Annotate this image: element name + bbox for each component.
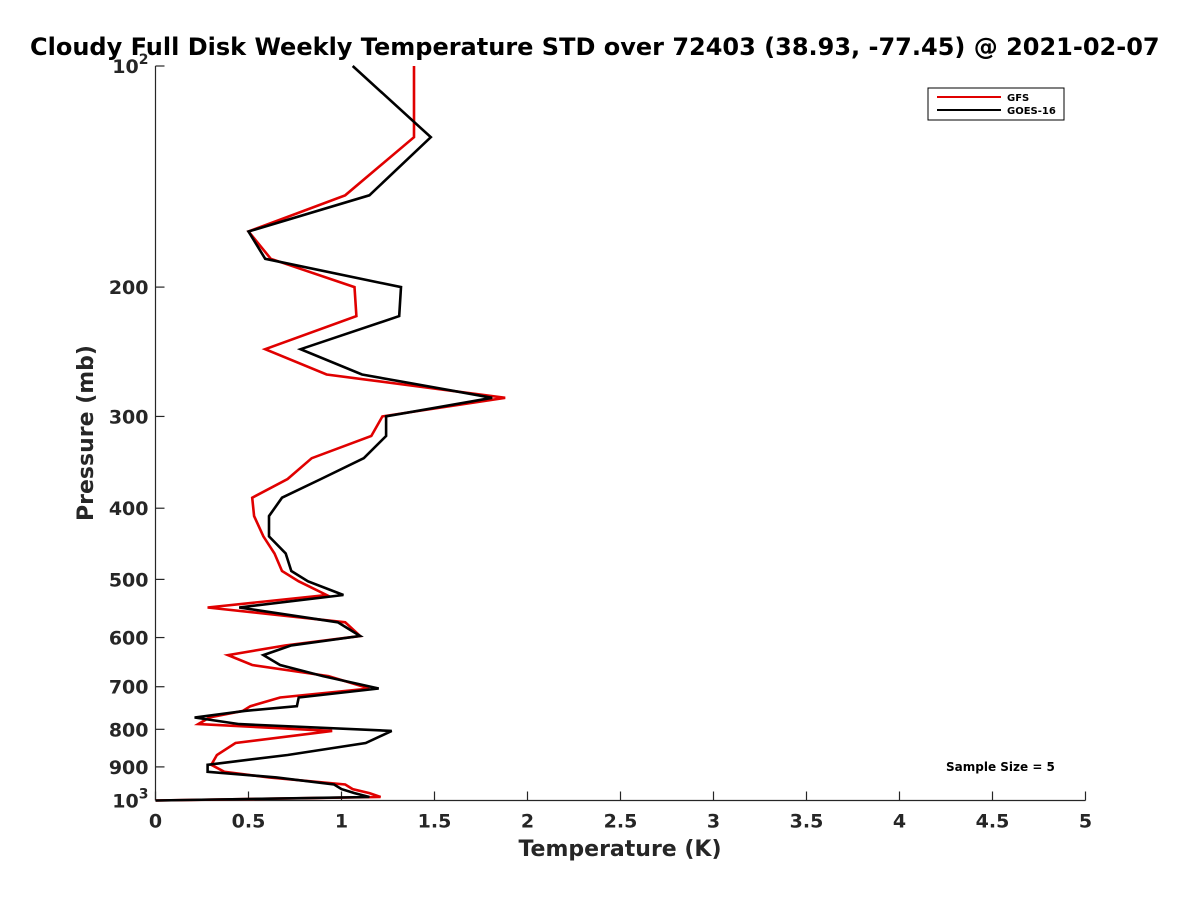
x-axis-label: Temperature (K): [518, 837, 721, 862]
x-tick-label: 2.5: [604, 811, 638, 833]
y-tick-label: 300: [109, 406, 149, 428]
x-tick-label: 2: [521, 811, 534, 833]
y-tick-label: 200: [109, 277, 149, 299]
y-tick-label: 103: [112, 787, 148, 813]
y-tick-label: 102: [112, 52, 148, 78]
sample-size-annotation: Sample Size = 5: [946, 760, 1055, 774]
legend-box: [927, 87, 1065, 121]
x-tick-label: 0.5: [232, 811, 266, 833]
y-tick-label: 800: [109, 719, 149, 741]
x-tick-label: 3: [707, 811, 720, 833]
legend: GFS GOES-16: [927, 87, 1065, 121]
y-tick-label: 500: [109, 569, 149, 591]
legend-label-gfs: GFS: [1007, 93, 1029, 104]
x-tick-label: 5: [1079, 811, 1092, 833]
legend-label-goes16: GOES-16: [1007, 106, 1056, 117]
plot-area: [155, 65, 506, 802]
y-tick-label: 600: [109, 628, 149, 650]
x-tick-label: 1: [335, 811, 348, 833]
y-tick-label: 700: [109, 677, 149, 699]
y-tick-group: 102 200 300 400 500 600 700 800 900 103: [109, 52, 165, 813]
x-tick-label: 4.5: [976, 811, 1010, 833]
x-tick-label: 4: [893, 811, 906, 833]
y-axis-label: Pressure (mb): [74, 345, 99, 521]
x-tick-label: 3.5: [790, 811, 824, 833]
series-line-goes16: [155, 65, 493, 802]
y-tick-label: 400: [109, 498, 149, 520]
y-tick-label: 900: [109, 757, 149, 779]
x-tick-label: 1.5: [418, 811, 452, 833]
chart-title: Cloudy Full Disk Weekly Temperature STD …: [30, 33, 1160, 61]
x-tick-label: 0: [149, 811, 162, 833]
series-line-gfs: [155, 66, 506, 802]
x-tick-group: 0 0.5 1 1.5 2 2.5 3 3.5 4 4.5 5: [149, 791, 1092, 833]
